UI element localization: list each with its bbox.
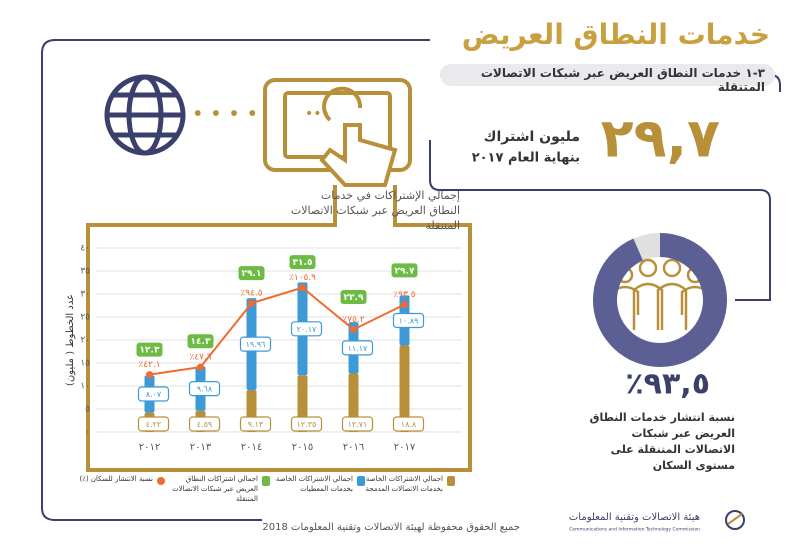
value-label-text: ٩.١٣ xyxy=(248,420,264,429)
y-tick-label: ٤٠ xyxy=(80,244,90,254)
org-name-en: Communications and Information Technolog… xyxy=(569,527,700,533)
total-label-text: ٢٣.٩ xyxy=(344,293,364,303)
legend-marker xyxy=(262,476,270,486)
y-tick-label: ١٥ xyxy=(80,359,90,369)
value-label xyxy=(137,416,170,432)
y-tick-label: ٢٠ xyxy=(80,336,90,346)
x-tick-label: ٢٠١٤ xyxy=(241,442,262,453)
line-label: ٪٩٤.٥ xyxy=(240,289,262,299)
value-label-text: ١٩.٩٦ xyxy=(246,340,266,349)
penetration-value: ٪٩٣,٥ xyxy=(625,367,710,402)
value-label xyxy=(137,386,170,402)
page-title: خدمات النطاق العريض xyxy=(461,18,770,51)
value-label-text: ١٠.٨٩ xyxy=(399,316,419,325)
globe-icon xyxy=(104,74,186,156)
line-label: ٪٧٥.٢ xyxy=(342,315,364,325)
value-label xyxy=(341,340,374,356)
line-label: ٪١٠٥.٩ xyxy=(289,273,316,283)
value-label xyxy=(188,416,221,432)
org-name: هيئة الاتصالات وتقنية المعلومات xyxy=(569,512,700,523)
total-label-text: ١٢.٣ xyxy=(140,346,160,356)
line-point xyxy=(197,363,204,371)
page-subtitle: ٣-١ خدمات النطاق العريض عبر شبكات الاتصا… xyxy=(480,66,765,94)
line-point xyxy=(248,299,255,307)
value-label xyxy=(392,312,425,329)
x-tick-label: ٢٠١٥ xyxy=(292,442,313,453)
value-label xyxy=(188,381,221,397)
value-label xyxy=(392,416,425,432)
penetration-description: نسبة انتشار خدمات النطاق العريض عبر شبكا… xyxy=(589,411,735,472)
total-label-text: ٢٩.١ xyxy=(242,269,262,279)
stat-unit: مليون اشتراك xyxy=(484,129,580,145)
x-tick-label: ٢٠١٦ xyxy=(343,442,364,453)
value-label-text: ٤.٢٢ xyxy=(146,420,161,429)
frame-line xyxy=(41,39,430,521)
legend-label: نسبة الانتشار للسكان (٪) xyxy=(79,475,153,483)
y-tick-label: ٣٠ xyxy=(80,290,90,300)
legend-marker xyxy=(447,476,455,486)
bar-segment xyxy=(399,345,410,432)
line-point xyxy=(350,326,357,334)
line-point xyxy=(146,371,153,379)
donut-arc xyxy=(593,233,727,367)
frame-line xyxy=(429,140,771,301)
total-label xyxy=(289,255,316,270)
line-point xyxy=(299,284,306,292)
line-label: ٪٤٢.١ xyxy=(138,360,160,370)
value-label xyxy=(341,416,374,432)
legend-marker xyxy=(157,477,165,485)
total-label-text: ٢٩.٧ xyxy=(395,266,415,276)
tablet-icon xyxy=(86,78,472,472)
value-label-text: ٤.٥٩ xyxy=(197,420,212,429)
y-axis-label: عدد الخطوط ( مليون) xyxy=(65,294,76,386)
total-label-text: ٣١.٥ xyxy=(293,258,313,268)
legend-label: اجمالي الاشتراكات الخاصة بخدمات الاتصالا… xyxy=(365,475,443,493)
value-label xyxy=(239,416,272,432)
value-label-text: ١٨.٨ xyxy=(401,420,417,429)
value-label-text: ٢٠.١٧ xyxy=(297,325,317,334)
subtitle-bar xyxy=(440,64,775,86)
value-label xyxy=(290,321,323,337)
y-tick-label: ٠ xyxy=(85,428,90,438)
line xyxy=(149,286,405,376)
chart-title: إجمالي الإشتراكات في خدمات النطاق العريض… xyxy=(290,189,460,232)
total-label xyxy=(187,334,214,349)
total-label xyxy=(238,266,265,281)
y-tick-label: ٣٥ xyxy=(80,267,90,277)
total-label xyxy=(391,263,418,278)
stat-period: بنهاية العام ٢٠١٧ xyxy=(472,151,580,166)
value-label-text: ٩.٦٨ xyxy=(197,385,213,394)
copyright: جميع الحقوق محفوظة لهيئة الاتصالات وتقني… xyxy=(262,522,520,533)
total-label xyxy=(136,342,163,357)
legend-marker xyxy=(357,476,365,486)
value-label xyxy=(290,416,323,432)
logo xyxy=(725,510,745,530)
total-label xyxy=(340,290,367,305)
y-tick-label: ١٠ xyxy=(80,382,90,392)
legend-label: اجمالي اشتراكات النطاق العريض عبر شبكات … xyxy=(172,475,258,503)
dots: • • • • xyxy=(192,102,258,126)
value-label-text: ٨.٠٧ xyxy=(146,390,162,399)
line-label: ٪٤٧.٦ xyxy=(189,353,211,363)
line-label: ٪٩٣.٥ xyxy=(393,290,415,300)
value-label-text: ١٢.٧١ xyxy=(348,420,368,429)
x-tick-label: ٢٠١٢ xyxy=(139,442,160,453)
x-tick-label: ٢٠١٣ xyxy=(190,442,212,453)
total-label-text: ١٤.٣ xyxy=(191,337,211,347)
legend-label: اجمالي الاشتراكات الخاصة بخدمات المعطيات xyxy=(275,475,353,493)
x-tick-label: ٢٠١٧ xyxy=(394,442,416,453)
dots: ••• xyxy=(305,106,330,122)
value-label xyxy=(239,336,272,352)
value-label-text: ١١.١٧ xyxy=(348,344,368,353)
big-number: ٢٩,٧ xyxy=(601,107,720,170)
line-point xyxy=(401,301,408,309)
value-label-text: ١٢.٣٥ xyxy=(297,420,317,429)
y-tick-label: ٥ xyxy=(85,405,90,415)
y-tick-label: ٢٥ xyxy=(80,313,90,323)
